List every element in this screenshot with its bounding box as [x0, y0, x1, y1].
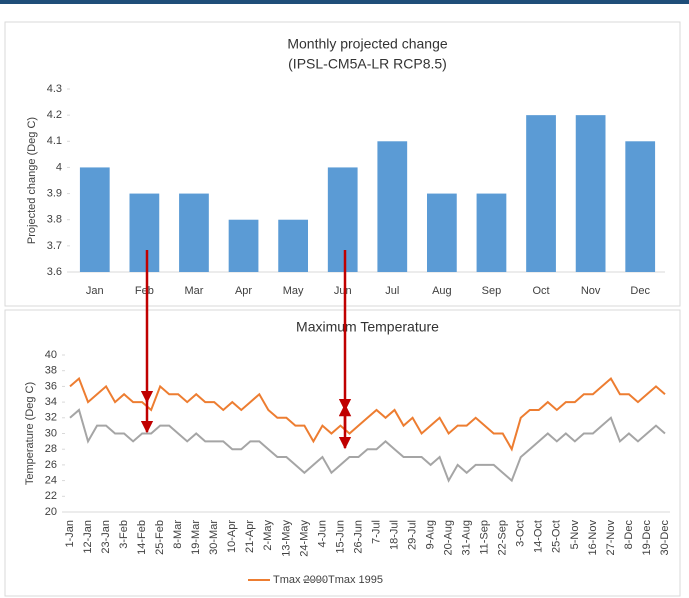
bar — [526, 115, 556, 273]
legend-label: Tmax 2090 — [273, 574, 328, 586]
y-tick-label: 20 — [45, 506, 57, 518]
y-tick-label: 22 — [45, 490, 57, 502]
x-tick-label: 4-Jun — [316, 520, 328, 548]
x-tick-label: 22-Sep — [497, 520, 509, 555]
bar — [79, 167, 110, 272]
y-tick-label: 4.1 — [47, 135, 62, 147]
x-tick-label: 10-Apr — [226, 520, 238, 553]
x-tick-label: 14-Feb — [136, 520, 148, 555]
x-tick-label: 27-Nov — [605, 520, 617, 556]
x-tick-label: 12-Jan — [82, 520, 94, 554]
x-tick-label: 15-Jun — [334, 520, 346, 554]
x-tick-label: 5-Nov — [569, 520, 581, 550]
x-tick-label: 26-Jun — [352, 520, 364, 554]
bar — [625, 141, 656, 272]
y-tick-label: 34 — [45, 396, 57, 408]
chart-title: Monthly projected change — [287, 36, 448, 52]
y-tick-label: 36 — [45, 380, 57, 392]
x-tick-label: 24-May — [298, 520, 310, 557]
bar — [327, 167, 358, 272]
x-tick-label: 31-Aug — [461, 520, 473, 555]
y-tick-label: 28 — [45, 443, 57, 455]
y-axis-label: Projected change (Deg C) — [26, 117, 38, 244]
bar — [179, 193, 209, 272]
x-tick-label: 23-Jan — [100, 520, 112, 554]
y-tick-label: 3.9 — [47, 187, 62, 199]
x-tick-label: 25-Feb — [154, 520, 166, 555]
y-tick-label: 4.2 — [47, 109, 62, 121]
y-tick-label: 30 — [45, 427, 57, 439]
x-tick-label: 16-Nov — [587, 520, 599, 556]
x-tick-label: Jun — [334, 285, 352, 297]
x-tick-label: Oct — [532, 285, 549, 297]
bar — [228, 219, 259, 272]
line-series — [69, 376, 666, 452]
x-tick-label: 8-Mar — [172, 520, 184, 549]
line-series — [69, 408, 666, 483]
x-tick-label: 13-May — [280, 520, 292, 557]
x-tick-label: Dec — [630, 285, 650, 297]
x-tick-label: 21-Apr — [244, 520, 256, 553]
y-tick-label: 40 — [45, 349, 57, 361]
y-tick-label: 26 — [45, 459, 57, 471]
bar — [427, 193, 457, 272]
bar — [129, 193, 160, 272]
y-axis-label: Temperature (Deg C) — [24, 382, 36, 485]
y-tick-label: 3.6 — [47, 266, 62, 278]
bar — [575, 115, 606, 273]
x-tick-label: 3-Oct — [515, 520, 527, 547]
y-tick-label: 3.7 — [47, 240, 62, 252]
chart-title: Maximum Temperature — [296, 319, 439, 335]
x-tick-label: 14-Oct — [533, 520, 545, 553]
x-tick-label: 3-Feb — [118, 520, 130, 549]
legend-label: Tmax 1995 — [328, 574, 383, 586]
x-tick-label: 30-Dec — [659, 520, 671, 556]
x-tick-label: Sep — [482, 285, 502, 297]
y-tick-label: 32 — [45, 412, 57, 424]
x-tick-label: 29-Jul — [406, 520, 418, 550]
x-tick-label: 20-Aug — [443, 520, 455, 555]
x-tick-label: Feb — [135, 285, 154, 297]
y-tick-label: 38 — [45, 365, 57, 377]
x-tick-label: 19-Mar — [190, 520, 202, 555]
bar — [278, 219, 308, 272]
x-tick-label: Jan — [86, 285, 104, 297]
chart-subtitle: (IPSL-CM5A-LR RCP8.5) — [288, 56, 447, 72]
x-tick-label: 11-Sep — [479, 520, 491, 555]
x-tick-label: 1-Jan — [64, 520, 76, 548]
bar — [476, 193, 507, 272]
x-tick-label: 9-Aug — [425, 520, 437, 549]
y-tick-label: 24 — [45, 475, 57, 487]
x-tick-label: 7-Jul — [370, 520, 382, 544]
x-tick-label: Mar — [184, 285, 203, 297]
y-tick-label: 4.3 — [47, 83, 62, 95]
x-tick-label: Jul — [385, 285, 399, 297]
x-tick-label: 19-Dec — [641, 520, 653, 556]
top-border — [0, 0, 689, 4]
x-tick-label: 18-Jul — [388, 520, 400, 550]
bar — [377, 141, 408, 272]
x-tick-label: May — [283, 285, 304, 297]
x-tick-label: Apr — [235, 285, 252, 297]
x-tick-label: 25-Oct — [551, 520, 563, 553]
x-tick-label: Nov — [581, 285, 601, 297]
y-tick-label: 3.8 — [47, 214, 62, 226]
x-tick-label: 8-Dec — [623, 520, 635, 550]
x-tick-label: 2-May — [262, 520, 274, 551]
x-tick-label: Aug — [432, 285, 452, 297]
y-tick-label: 4 — [56, 161, 62, 173]
x-tick-label: 30-Mar — [208, 520, 220, 555]
panel — [4, 309, 681, 597]
